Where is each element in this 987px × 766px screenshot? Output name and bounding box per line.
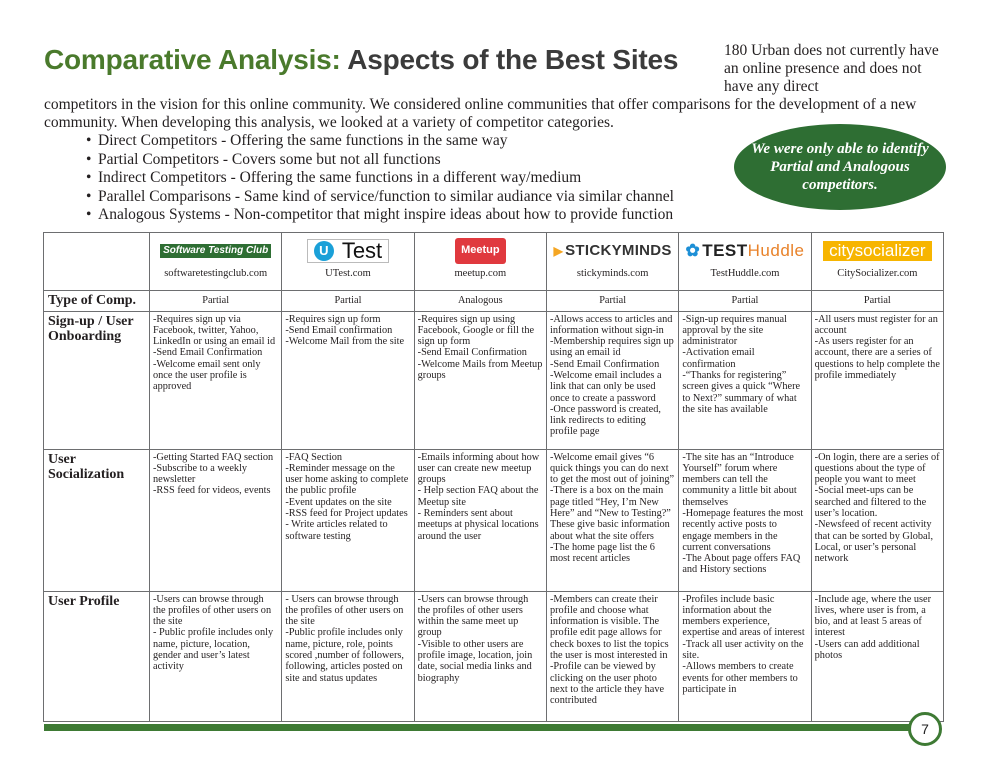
intro-text: competitors in the vision for this onlin…: [44, 96, 917, 131]
type-cell: Partial: [545, 290, 680, 312]
row-header: User Profile: [43, 590, 150, 722]
title-part-1: Comparative Analysis:: [44, 44, 341, 75]
callout-oval: We were only able to identify Partial an…: [734, 124, 946, 210]
empty-corner: [43, 232, 150, 291]
site-header: citysocializer CitySocializer.com: [810, 232, 945, 291]
logo-row: Software Testing Club softwaretestingclu…: [43, 232, 945, 291]
site-url: softwaretestingclub.com: [164, 268, 268, 279]
category-item: Direct Competitors - Offering the same f…: [86, 132, 674, 151]
site-header: TESTHuddle TestHuddle.com: [678, 232, 812, 291]
citysocializer-logo: citysocializer: [814, 236, 941, 266]
callout-text: We were only able to identify Partial an…: [751, 141, 929, 193]
softwaretestingclub-logo: Software Testing Club: [152, 236, 279, 266]
table-cell: -Requires sign up using Facebook, Google…: [413, 310, 547, 450]
title-part-2: Aspects of the Best Sites: [347, 44, 679, 75]
socialization-row: User Socialization -Getting Started FAQ …: [43, 448, 945, 592]
signup-row: Sign-up / User Onboarding -Requires sign…: [43, 310, 945, 450]
type-cell: Partial: [148, 290, 283, 312]
table-cell: -All users must register for an account …: [810, 310, 945, 450]
table-cell: -On login, there are a series of questio…: [810, 448, 945, 592]
table-cell: -FAQ Section -Reminder message on the us…: [281, 448, 415, 592]
utest-logo: U Test: [284, 236, 411, 266]
comparison-table: Software Testing Club softwaretestingclu…: [43, 232, 945, 722]
site-header: STICKYMINDS stickyminds.com: [545, 232, 680, 291]
table-cell: -Profiles include basic information abou…: [678, 590, 812, 722]
table-cell: - Users can browse through the profiles …: [281, 590, 415, 722]
type-cell: Partial: [810, 290, 945, 312]
category-item: Parallel Comparisons - Same kind of serv…: [86, 188, 674, 207]
row-header: Type of Comp.: [43, 290, 150, 312]
row-header: User Socialization: [43, 448, 150, 592]
site-header: U Test UTest.com: [281, 232, 415, 291]
site-url: meetup.com: [454, 268, 507, 279]
type-cell: Analogous: [413, 290, 547, 312]
category-item: Indirect Competitors - Offering the same…: [86, 169, 674, 188]
site-url: TestHuddle.com: [710, 268, 780, 279]
table-cell: -Members can create their profile and ch…: [545, 590, 680, 722]
site-header: Meetup meetup.com: [413, 232, 547, 291]
table-cell: -Welcome email gives “6 quick things you…: [545, 448, 680, 592]
page-title: Comparative Analysis: Aspects of the Bes…: [44, 44, 679, 76]
table-cell: -Requires sign up via Facebook, twitter,…: [148, 310, 283, 450]
site-url: CitySocializer.com: [837, 268, 918, 279]
footer-bar: [44, 724, 920, 731]
type-row: Type of Comp. Partial Partial Analogous …: [43, 290, 945, 312]
table-cell: -Sign-up requires manual approval by the…: [678, 310, 812, 450]
page-number: 7: [908, 712, 942, 746]
site-header: Software Testing Club softwaretestingclu…: [148, 232, 283, 291]
table-cell: -Users can browse through the profiles o…: [148, 590, 283, 722]
table-cell: -The site has an “Introduce Yourself” fo…: [678, 448, 812, 592]
stickyminds-logo: STICKYMINDS: [549, 236, 676, 266]
meetup-logo: Meetup: [417, 236, 544, 266]
table-cell: -Emails informing about how user can cre…: [413, 448, 547, 592]
table-cell: -Getting Started FAQ section -Subscribe …: [148, 448, 283, 592]
testhuddle-logo: TESTHuddle: [681, 236, 808, 266]
table-cell: -Include age, where the user lives, wher…: [810, 590, 945, 722]
site-url: UTest.com: [325, 268, 371, 279]
profile-row: User Profile -Users can browse through t…: [43, 590, 945, 722]
category-item: Partial Competitors - Covers some but no…: [86, 151, 674, 170]
type-cell: Partial: [678, 290, 812, 312]
site-url: stickyminds.com: [576, 268, 649, 279]
category-item: Analogous Systems - Non-competitor that …: [86, 206, 674, 225]
table-cell: -Requires sign up form -Send Email confi…: [281, 310, 415, 450]
side-text: 180 Urban does not currently have an onl…: [724, 42, 939, 95]
table-cell: -Allows access to articles and informati…: [545, 310, 680, 450]
category-list: Direct Competitors - Offering the same f…: [86, 132, 674, 225]
row-header: Sign-up / User Onboarding: [43, 310, 150, 450]
table-cell: -Users can browse through the profiles o…: [413, 590, 547, 722]
type-cell: Partial: [281, 290, 415, 312]
